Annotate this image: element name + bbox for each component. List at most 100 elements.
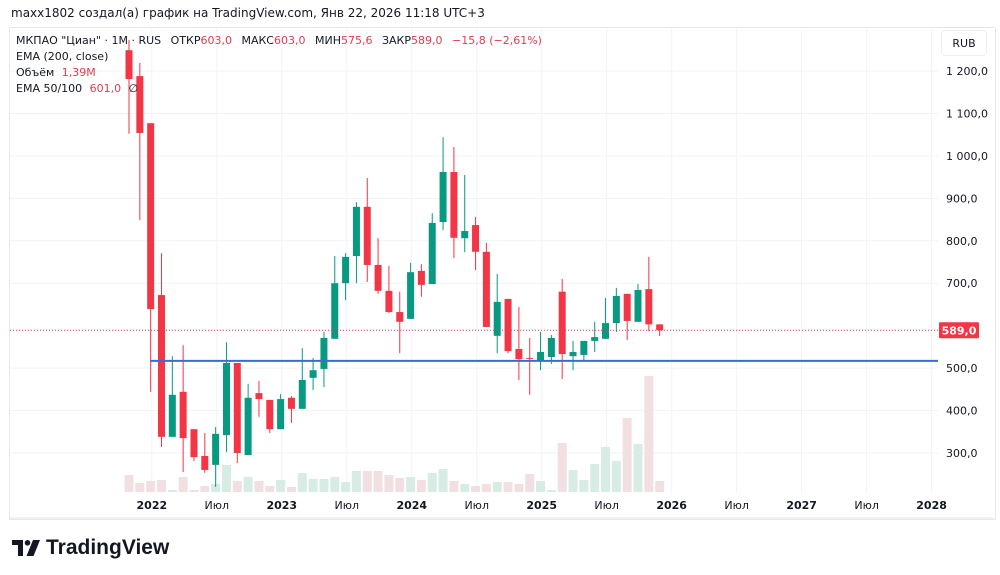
volume-bar [124,474,134,492]
volume-bar [265,485,275,492]
tradingview-logo[interactable]: TradingView [12,536,169,560]
legend-symbol[interactable]: МКПАО "Циан" · 1M · RUS [16,34,162,47]
candle-body [266,399,274,430]
legend-ohlc: МКПАО "Циан" · 1M · RUS ОТКР603,0 МАКС60… [16,33,542,49]
candle-body [515,348,523,360]
currency-button[interactable]: RUB [941,30,987,56]
candle-body [569,351,577,357]
volume-bar [655,481,665,492]
high-value: 603,0 [273,34,306,47]
x-tick-label: 2026 [656,499,687,512]
volume-bar [135,482,145,492]
change-value: −15,8 (−2,61%) [452,34,542,47]
volume-bar [514,484,524,492]
volume-bar [373,471,383,492]
volume-bar [211,484,221,492]
last-price-badge [939,322,979,339]
volume-bar [319,479,329,492]
price-lines: 589,0 [10,322,979,362]
open-value: 603,0 [200,34,232,47]
close-label: ЗАКР [381,34,412,47]
volume-bar [395,477,405,492]
y-tick-label: 900,0 [946,192,978,205]
volume-bar [503,482,513,492]
x-tick-label: 2023 [266,499,297,512]
legend-ema200[interactable]: EMA (200, close) [16,50,109,63]
candle-body [547,337,555,358]
logo-text: TradingView [46,536,170,559]
candle-body [558,291,566,355]
volume-bar [427,473,437,492]
candle-body [309,370,317,378]
volume-bar [449,481,459,492]
y-tick-label: 400,0 [946,405,978,418]
y-tick-label: 700,0 [946,277,978,290]
candle-body [417,270,425,285]
volume-bar [481,484,491,492]
legend-volume[interactable]: Объём 1,39M [16,65,542,81]
legend-ema50100[interactable]: EMA 50/100 601,0 ∅ [16,81,542,97]
low-value: 575,6 [340,34,373,47]
candles [125,40,664,487]
volume-bar [460,484,470,492]
volume-bars [124,376,665,492]
x-tick-label: Июл [724,499,749,512]
volume-bar [156,479,166,492]
candle-body [472,225,480,252]
volume-bar [384,474,394,492]
volume-bar [167,490,177,492]
candle-body [363,206,371,265]
volume-bar [438,468,448,492]
volume-label: Объём [16,66,55,79]
volume-bar [221,465,231,492]
volume-bar [416,479,426,492]
y-tick-label: 500,0 [946,362,978,375]
candle-body [222,362,230,436]
candle-body [634,289,642,322]
x-tick-label: Июл [205,499,230,512]
candle-body [352,206,360,257]
candle-body [201,455,209,470]
volume-bar [611,460,621,492]
candle-body [233,362,241,453]
candle-body [168,394,176,437]
y-tick-label: 300,0 [946,447,978,460]
candle-body [190,429,198,458]
x-tick-label: 2022 [137,499,168,512]
volume-bar [232,481,242,492]
candle-body [277,399,285,430]
x-tick-label: Июл [464,499,489,512]
candle-body [320,337,328,369]
candle-body [482,251,490,327]
volume-bar [644,376,654,492]
candle-body [602,323,610,339]
volume-bar [146,481,156,492]
volume-bar [406,476,416,492]
y-tick-label: 1 100,0 [946,107,988,120]
volume-bar [536,481,546,492]
x-tick-label: Июл [594,499,619,512]
volume-bar [568,470,578,492]
candle-body [244,397,252,456]
candle-body [255,393,263,400]
candle-body [428,222,436,285]
candle-body [537,351,545,361]
volume-bar [622,418,632,492]
candle-body [504,298,512,352]
candle-body [212,433,220,465]
candle-body [298,379,306,409]
high-label: МАКС [241,34,274,47]
volume-bar [286,487,296,492]
ema50100-value: 601,0 [89,82,122,95]
candle-body [385,290,393,313]
volume-bar [351,471,361,492]
volume-bar [492,482,502,492]
chart-frame [9,27,996,520]
candle-body [623,293,631,321]
candle-body [136,76,144,133]
volume-bar [362,471,372,492]
x-tick-label: Июл [335,499,360,512]
candle-body [396,312,404,322]
x-tick-label: 2027 [786,499,817,512]
